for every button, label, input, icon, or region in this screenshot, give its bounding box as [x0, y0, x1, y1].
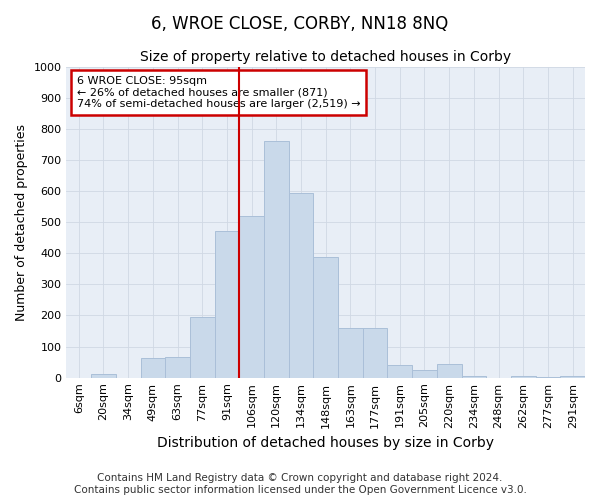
Y-axis label: Number of detached properties: Number of detached properties	[15, 124, 28, 320]
Bar	[190, 317, 215, 378]
Bar	[140, 358, 165, 378]
Bar	[412, 370, 437, 378]
Text: 6, WROE CLOSE, CORBY, NN18 8NQ: 6, WROE CLOSE, CORBY, NN18 8NQ	[151, 15, 449, 33]
Bar	[511, 376, 536, 378]
Bar	[363, 328, 388, 378]
Bar	[165, 358, 190, 378]
Bar	[461, 376, 486, 378]
Text: Contains HM Land Registry data © Crown copyright and database right 2024.
Contai: Contains HM Land Registry data © Crown c…	[74, 474, 526, 495]
Bar	[215, 232, 239, 378]
Bar	[264, 141, 289, 378]
Bar	[338, 328, 363, 378]
Bar	[437, 364, 461, 378]
Text: 6 WROE CLOSE: 95sqm
← 26% of detached houses are smaller (871)
74% of semi-detac: 6 WROE CLOSE: 95sqm ← 26% of detached ho…	[77, 76, 361, 109]
Bar	[560, 376, 585, 378]
Bar	[91, 374, 116, 378]
Bar	[313, 258, 338, 378]
Bar	[536, 377, 560, 378]
Bar	[289, 192, 313, 378]
X-axis label: Distribution of detached houses by size in Corby: Distribution of detached houses by size …	[157, 436, 494, 450]
Bar	[388, 365, 412, 378]
Bar	[239, 216, 264, 378]
Title: Size of property relative to detached houses in Corby: Size of property relative to detached ho…	[140, 50, 511, 64]
